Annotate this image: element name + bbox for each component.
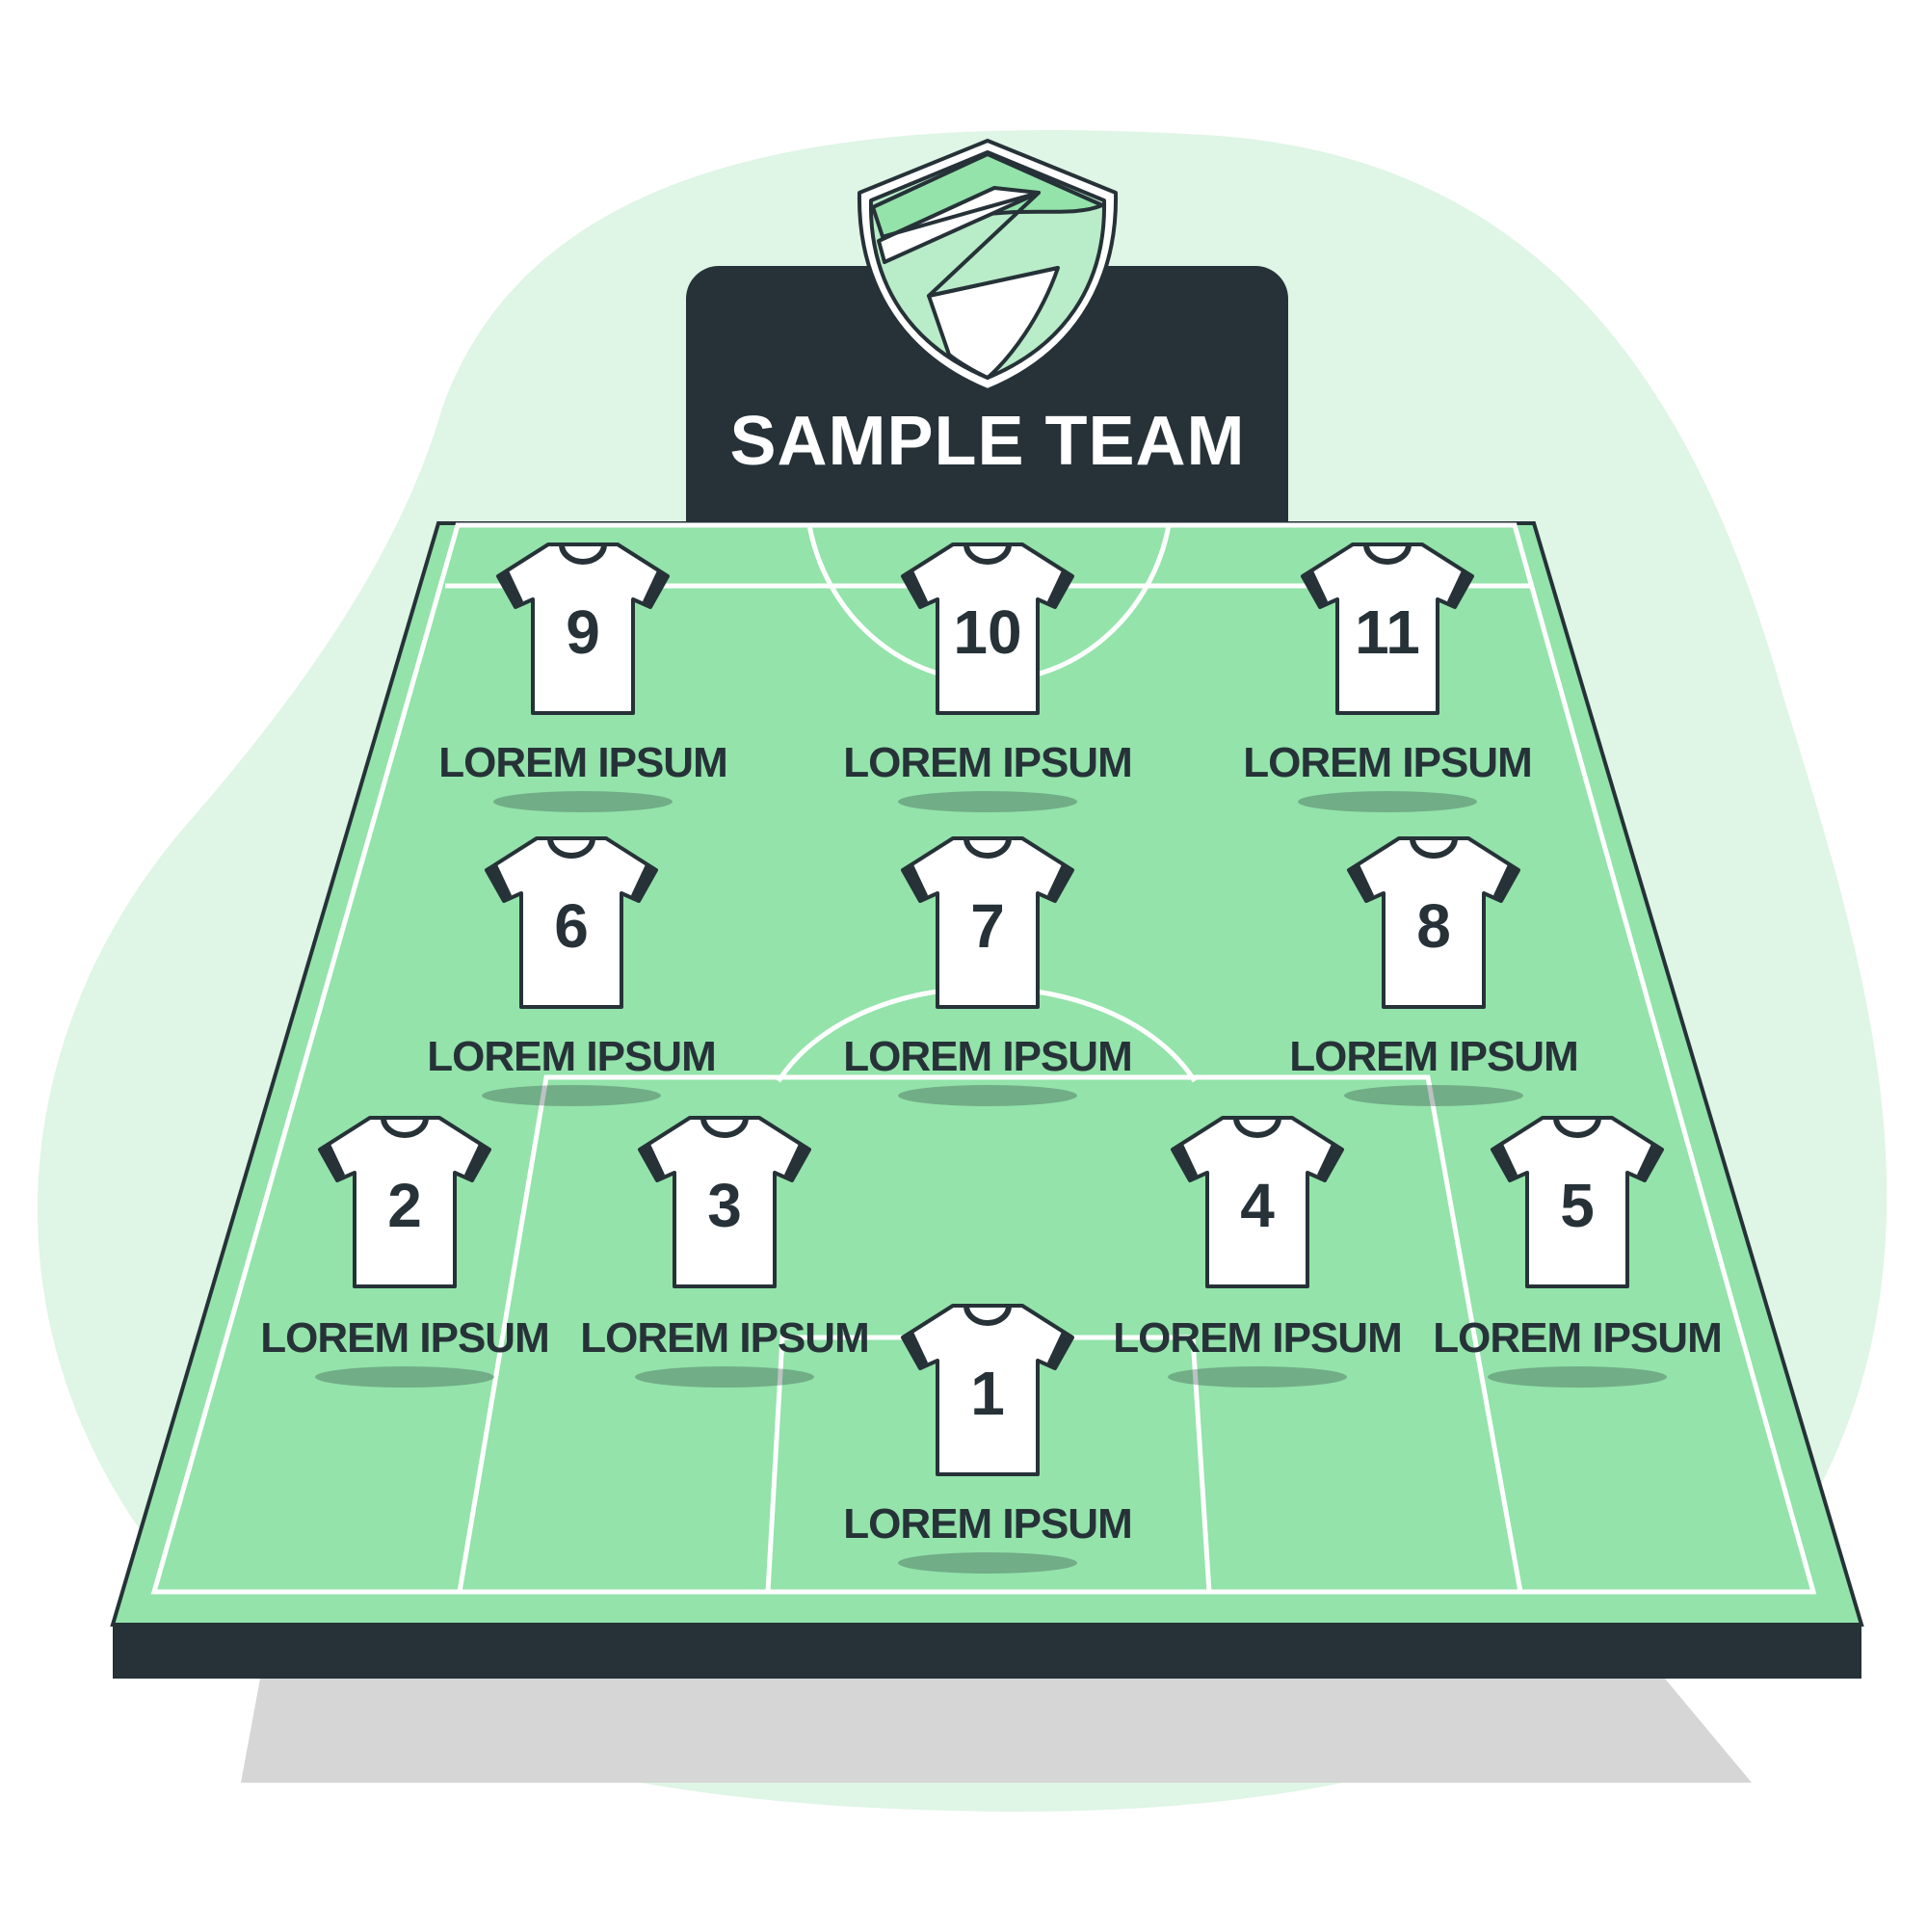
jersey-icon xyxy=(901,1304,1074,1476)
jersey-number: 4 xyxy=(1240,1171,1275,1240)
jersey-number: 11 xyxy=(1355,597,1420,667)
jersey-number: 2 xyxy=(387,1171,422,1240)
player-10: 10 LOREM IPSUM xyxy=(843,543,1133,812)
jersey-number: 5 xyxy=(1560,1171,1595,1240)
player-name: LOREM IPSUM xyxy=(1289,1033,1577,1080)
player-name: LOREM IPSUM xyxy=(580,1314,868,1362)
jersey-cuff-right xyxy=(643,569,668,607)
jersey-cuff-right xyxy=(1637,1142,1662,1180)
jersey-collar xyxy=(964,837,1012,859)
player-5: 5 LOREM IPSUM xyxy=(1433,1116,1723,1388)
jersey-collar xyxy=(964,1305,1012,1326)
jersey-cuff-left xyxy=(640,1142,665,1180)
jersey-cuff-right xyxy=(631,862,656,901)
jersey-cuff-left xyxy=(1303,569,1328,607)
jersey-collar xyxy=(1410,837,1458,859)
jersey-collar xyxy=(547,837,595,859)
penalty-box xyxy=(457,1074,1523,1593)
jersey-collar xyxy=(964,543,1012,565)
jersey-cuff-left xyxy=(1349,862,1374,901)
player-6: 6 LOREM IPSUM xyxy=(427,836,717,1106)
player-shadow xyxy=(1344,1085,1523,1106)
jersey-cuff-left xyxy=(903,862,928,901)
jersey-collar xyxy=(1363,543,1412,565)
player-shadow xyxy=(493,791,673,812)
player-name: LOREM IPSUM xyxy=(843,1500,1131,1548)
player-shadow xyxy=(1298,791,1477,812)
jersey-collar xyxy=(381,1117,429,1138)
jersey-cuff-right xyxy=(784,1142,809,1180)
jersey-icon xyxy=(638,1116,811,1288)
jersey-icon xyxy=(318,1116,491,1288)
jersey-cuff-left xyxy=(487,862,512,901)
player-shadow xyxy=(898,791,1077,812)
jersey-number: 10 xyxy=(953,597,1021,667)
pitch-edge xyxy=(113,1625,1861,1679)
jersey-cuff-right xyxy=(1047,862,1072,901)
jersey-cuff-right xyxy=(1493,862,1518,901)
player-shadow xyxy=(898,1552,1077,1574)
player-3: 3 LOREM IPSUM xyxy=(580,1116,870,1388)
player-name: LOREM IPSUM xyxy=(438,739,726,786)
ground-shadow xyxy=(241,1679,1752,1783)
jersey-icon xyxy=(1171,1116,1344,1288)
scoreboard-panel xyxy=(686,266,1288,565)
player-2: 2 LOREM IPSUM xyxy=(260,1116,550,1388)
player-1: 1 LOREM IPSUM xyxy=(843,1304,1133,1574)
player-shadow xyxy=(315,1366,494,1388)
player-shadow xyxy=(1168,1366,1347,1388)
player-7: 7 LOREM IPSUM xyxy=(843,836,1133,1106)
jersey-cuff-left xyxy=(1492,1142,1518,1180)
jersey-collar xyxy=(559,543,607,565)
jersey-cuff-left xyxy=(903,569,928,607)
jersey-collar xyxy=(1553,1117,1601,1138)
jersey-cuff-right xyxy=(464,1142,489,1180)
player-9: 9 LOREM IPSUM xyxy=(438,543,728,812)
player-shadow xyxy=(635,1366,814,1388)
jersey-cuff-right xyxy=(1047,1330,1072,1368)
player-11: 11 LOREM IPSUM xyxy=(1243,543,1533,812)
jersey-collar xyxy=(1233,1117,1281,1138)
jersey-icon xyxy=(1491,1116,1664,1288)
team-title: SAMPLE TEAM xyxy=(729,403,1245,480)
player-name: LOREM IPSUM xyxy=(1113,1314,1401,1362)
jersey-cuff-left xyxy=(498,569,523,607)
jersey-cuff-left xyxy=(320,1142,345,1180)
jersey-cuff-right xyxy=(1317,1142,1342,1180)
shield-crest-icon xyxy=(857,139,1119,392)
jersey-number: 6 xyxy=(554,891,589,961)
jersey-number: 8 xyxy=(1416,891,1451,961)
player-name: LOREM IPSUM xyxy=(843,1033,1131,1080)
jersey-cuff-right xyxy=(1047,569,1072,607)
jersey-collar xyxy=(700,1117,749,1138)
jersey-number: 1 xyxy=(970,1359,1005,1428)
player-name: LOREM IPSUM xyxy=(843,739,1131,786)
player-shadow xyxy=(482,1085,661,1106)
jersey-number: 3 xyxy=(707,1171,742,1240)
jersey-cuff-left xyxy=(1173,1142,1198,1180)
touch-line xyxy=(150,522,1817,1595)
player-shadow xyxy=(1488,1366,1667,1388)
player-4: 4 LOREM IPSUM xyxy=(1113,1116,1403,1388)
player-name: LOREM IPSUM xyxy=(1243,739,1531,786)
jersey-cuff-left xyxy=(903,1330,928,1368)
player-name: LOREM IPSUM xyxy=(427,1033,715,1080)
player-name: LOREM IPSUM xyxy=(1433,1314,1721,1362)
player-name: LOREM IPSUM xyxy=(260,1314,548,1362)
jersey-number: 9 xyxy=(566,597,600,667)
player-shadow xyxy=(898,1085,1077,1106)
player-8: 8 LOREM IPSUM xyxy=(1289,836,1579,1106)
players-layer: 1 LOREM IPSUM 2 LOREM IPSUM 3 LOREM IPSUM 4 LOR… xyxy=(260,543,1723,1574)
jersey-number: 7 xyxy=(970,891,1005,961)
jersey-cuff-right xyxy=(1447,569,1472,607)
